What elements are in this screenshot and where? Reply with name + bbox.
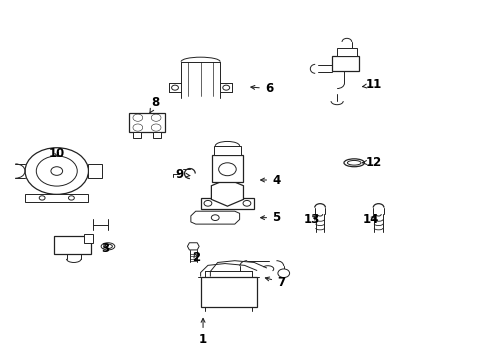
Bar bbox=[128, 113, 165, 132]
Ellipse shape bbox=[343, 159, 364, 167]
Bar bbox=[133, 132, 141, 138]
Circle shape bbox=[68, 196, 74, 200]
Circle shape bbox=[39, 196, 45, 200]
Text: 1: 1 bbox=[199, 318, 207, 346]
Circle shape bbox=[243, 201, 250, 206]
Circle shape bbox=[36, 156, 77, 186]
Text: 4: 4 bbox=[260, 174, 280, 186]
Circle shape bbox=[223, 85, 229, 90]
Bar bbox=[200, 198, 254, 209]
Bar bbox=[200, 277, 256, 307]
Text: 12: 12 bbox=[362, 156, 381, 168]
Ellipse shape bbox=[101, 243, 115, 250]
Circle shape bbox=[203, 201, 211, 206]
Circle shape bbox=[218, 163, 236, 176]
Text: 9: 9 bbox=[175, 168, 189, 181]
Polygon shape bbox=[187, 243, 199, 250]
Polygon shape bbox=[211, 179, 243, 206]
Text: 10: 10 bbox=[48, 147, 65, 159]
Text: 5: 5 bbox=[260, 211, 280, 224]
Bar bbox=[153, 132, 160, 138]
Text: 7: 7 bbox=[265, 276, 285, 289]
Bar bbox=[331, 56, 358, 71]
Circle shape bbox=[277, 269, 289, 278]
Text: 3: 3 bbox=[102, 242, 109, 255]
Circle shape bbox=[51, 167, 62, 175]
Bar bbox=[54, 235, 91, 253]
Ellipse shape bbox=[346, 161, 360, 165]
Text: 13: 13 bbox=[303, 213, 319, 226]
Circle shape bbox=[25, 148, 88, 194]
Bar bbox=[211, 155, 243, 182]
Polygon shape bbox=[190, 211, 239, 224]
Bar bbox=[213, 146, 241, 155]
Circle shape bbox=[211, 215, 219, 221]
Bar bbox=[25, 194, 88, 202]
Text: 6: 6 bbox=[250, 82, 272, 95]
Text: 8: 8 bbox=[150, 96, 160, 113]
Bar bbox=[88, 164, 102, 178]
Bar bbox=[336, 48, 356, 56]
Circle shape bbox=[171, 85, 178, 90]
Text: 11: 11 bbox=[362, 78, 381, 91]
Text: 14: 14 bbox=[363, 213, 379, 226]
Text: 2: 2 bbox=[191, 251, 200, 264]
Ellipse shape bbox=[103, 244, 112, 248]
Bar bbox=[83, 234, 93, 243]
